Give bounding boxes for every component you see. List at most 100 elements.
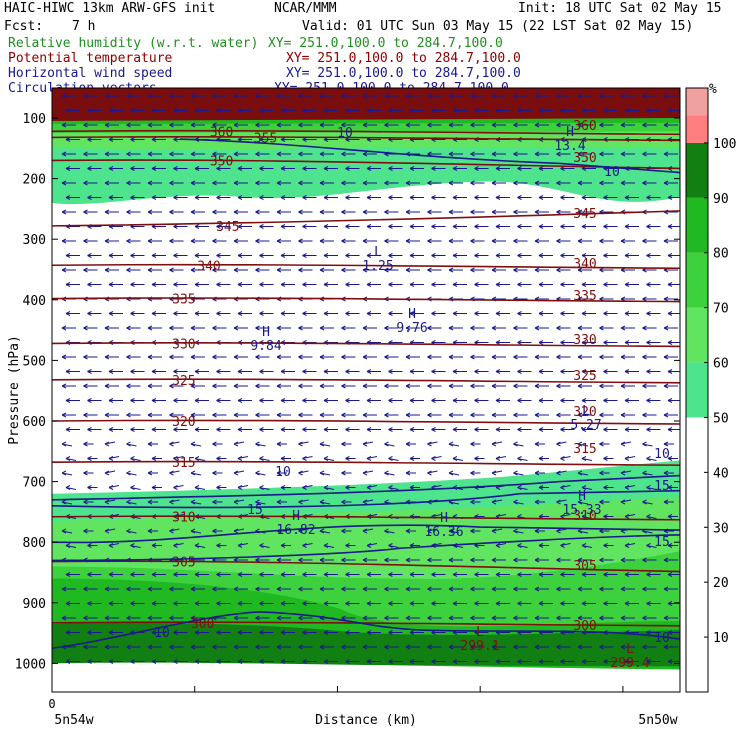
wind-vector-head: [513, 441, 518, 447]
wind-vector-head: [130, 427, 135, 432]
wind-vector-head: [87, 311, 92, 316]
wind-vector-head: [237, 543, 243, 548]
colorbar-unit: %: [709, 82, 717, 97]
wind-vector-head: [345, 369, 350, 374]
wind-vector-head: [83, 441, 88, 447]
wind-vector-head: [87, 166, 92, 171]
wind-vector-head: [216, 572, 221, 577]
wind-vector-head: [642, 412, 647, 418]
wind-vector-head: [577, 644, 583, 650]
wind-vector-head: [448, 557, 454, 563]
wind-vector-head: [646, 195, 651, 200]
wind-vector-head: [169, 122, 174, 128]
wind-vector-head: [409, 253, 415, 258]
wind-vector-head: [474, 601, 479, 606]
wind-speed-label: 15: [654, 535, 670, 550]
wind-vector-head: [237, 630, 243, 635]
wind-vector-head: [216, 630, 221, 635]
wind-vector-head: [560, 369, 565, 374]
colorbar-band: [686, 197, 708, 253]
wind-vector-head: [319, 209, 325, 215]
wind-vector-head: [409, 601, 415, 606]
wind-vector-head: [556, 644, 561, 650]
wind-vector-head: [431, 369, 436, 374]
wind-vector-head: [491, 412, 497, 418]
wind-vector-head: [603, 311, 608, 316]
extremum-type: H: [408, 307, 416, 322]
wind-vector-head: [255, 180, 260, 186]
wind-vector-head: [405, 267, 411, 273]
wind-vector-head: [298, 122, 303, 128]
wind-vector-head: [212, 586, 217, 592]
wind-vector-head: [495, 311, 501, 316]
wind-vector-head: [388, 601, 393, 606]
wind-vector-head: [581, 108, 587, 113]
wind-vector-head: [126, 441, 131, 447]
wind-vector-head: [212, 644, 217, 650]
wind-vector-head: [405, 209, 411, 215]
wind-vector-head: [384, 615, 389, 621]
extremum-type: L: [582, 404, 590, 419]
wind-vector-head: [409, 282, 415, 287]
extremum-value: 5.27: [570, 418, 601, 433]
wind-vector-head: [470, 470, 475, 476]
wind-vector-head: [366, 311, 372, 316]
wind-vector-head: [323, 282, 329, 287]
wind-vector-head: [577, 499, 583, 505]
wind-vector-head: [194, 572, 200, 577]
wind-vector-head: [151, 630, 157, 635]
wind-vector-head: [319, 238, 325, 244]
wind-vector-head: [108, 427, 114, 432]
wind-vector-head: [491, 354, 497, 360]
wind-vector-head: [341, 267, 346, 273]
wind-vector-head: [577, 412, 583, 418]
wind-vector-head: [65, 485, 71, 490]
wind-vector-head: [341, 586, 346, 592]
wind-vector-head: [323, 543, 329, 548]
wind-vector-head: [87, 601, 92, 606]
wind-vector-head: [538, 340, 544, 345]
wind-vector-head: [276, 586, 282, 592]
wind-vector-head: [452, 369, 458, 374]
wind-vector-head: [556, 499, 561, 505]
wind-vector-head: [534, 93, 540, 99]
wind-vector-head: [405, 528, 411, 534]
wind-vector-head: [341, 209, 346, 215]
wind-vector-head: [431, 224, 436, 229]
wind-vector-head: [108, 601, 114, 606]
wind-vector-head: [405, 354, 411, 360]
wind-vector-head: [405, 238, 411, 244]
wind-vector-head: [237, 195, 243, 200]
wind-vector-head: [366, 166, 372, 171]
wind-vector-head: [517, 195, 522, 200]
theta-contour-label: 345: [216, 220, 239, 235]
wind-vector-head: [65, 456, 71, 461]
wind-vector-head: [495, 166, 501, 171]
wind-vector-head: [388, 427, 393, 432]
wind-vector-head: [216, 282, 221, 287]
wind-vector-head: [255, 586, 260, 592]
wind-vector-head: [431, 456, 436, 461]
wind-vector-head: [259, 108, 264, 113]
wind-vector-head: [259, 630, 264, 635]
wind-vector-head: [366, 427, 372, 432]
wind-vector-head: [667, 311, 673, 316]
wind-vector-head: [104, 441, 110, 447]
wind-vector-head: [255, 93, 260, 99]
wind-vector-head: [126, 180, 131, 186]
wind-vector-head: [384, 586, 389, 592]
wind-vector-head: [65, 601, 71, 606]
wind-vector-head: [280, 543, 286, 548]
wind-vector-head: [534, 267, 540, 273]
wind-vector-head: [276, 644, 282, 650]
wind-vector-head: [169, 412, 174, 418]
wind-vector-head: [427, 615, 432, 621]
wind-vector-head: [190, 325, 196, 331]
legend-entry-xy: XY= 251.0,100.0 to 284.7,100.0: [268, 36, 503, 51]
wind-vector-head: [108, 369, 114, 374]
wind-vector-head: [534, 325, 540, 331]
wind-vector-head: [560, 108, 565, 113]
wind-vector-head: [620, 615, 626, 621]
wind-vector-head: [624, 572, 630, 577]
wind-vector-head: [470, 151, 475, 157]
